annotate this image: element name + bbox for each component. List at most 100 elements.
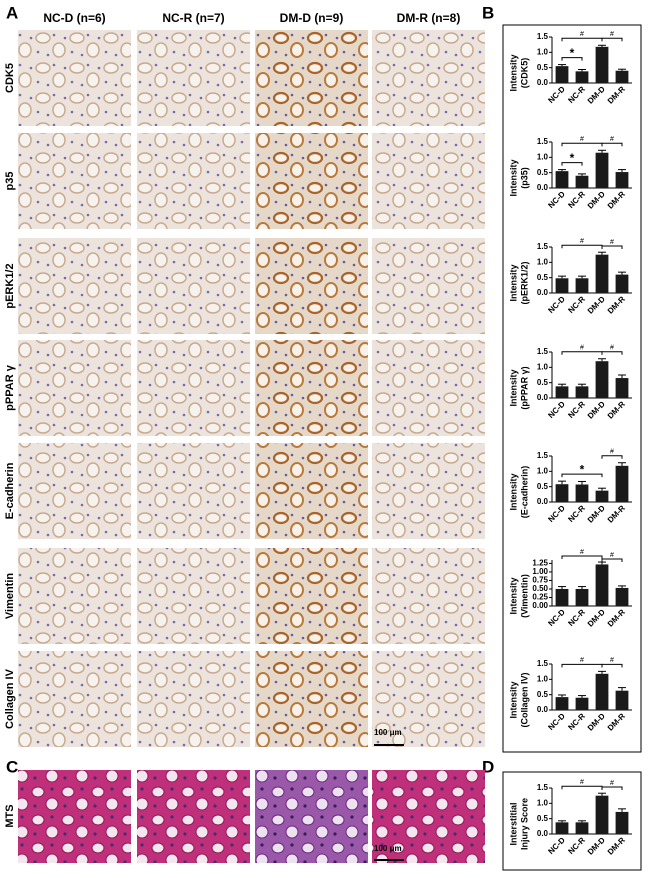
significance-mark: * [580, 462, 585, 476]
micrograph [255, 770, 368, 863]
micrograph [18, 30, 131, 126]
bar [575, 386, 589, 398]
x-tick-label: DM-D [586, 607, 607, 628]
x-tick-label: DM-D [586, 189, 607, 210]
bar [555, 697, 569, 710]
x-tick-label: DM-D [586, 835, 607, 856]
row-label: pPPAR γ [4, 364, 16, 411]
y-tick-label: 1.00 [532, 567, 548, 576]
x-tick-label: DM-R [606, 503, 627, 524]
micrograph [137, 133, 250, 229]
micrograph [18, 651, 131, 747]
y-tick-label: 0.5 [537, 63, 549, 72]
bar [615, 70, 629, 83]
y-tick-label: 1.5 [537, 783, 549, 792]
y-tick-label: 0.0 [537, 393, 549, 402]
y-tick-label: 0.75 [532, 576, 548, 585]
y-tick-label: 0.0 [537, 183, 549, 192]
x-tick-label: NC-R [566, 607, 587, 628]
micrograph [255, 340, 368, 436]
bar [575, 71, 589, 83]
y-tick-label: 0.0 [537, 497, 549, 506]
significance-mark: # [610, 657, 614, 664]
bar [575, 697, 589, 710]
x-tick-label: NC-D [546, 711, 567, 732]
x-tick-label: DM-R [606, 835, 627, 856]
column-header: NC-D (n=6) [43, 11, 105, 25]
significance-mark: # [610, 239, 614, 246]
column-header: DM-R (n=8) [397, 11, 461, 25]
bar [575, 822, 589, 834]
y-tick-label: 1.0 [537, 674, 549, 683]
panel-label: A [6, 3, 18, 22]
row-label: CDK5 [4, 63, 16, 93]
bar [555, 278, 569, 293]
significance-bracket [561, 555, 603, 559]
y-axis-label: Intensity [508, 577, 518, 614]
x-tick-label: NC-D [546, 835, 567, 856]
y-axis-label: (CDK5) [519, 58, 529, 89]
bar [595, 795, 609, 834]
y-axis-label: (Collagen IV) [519, 672, 529, 727]
micrograph [372, 340, 485, 436]
x-tick-label: NC-D [546, 503, 567, 524]
micrograph [372, 30, 485, 126]
panel-label: B [482, 3, 494, 22]
x-tick-label: DM-R [606, 607, 627, 628]
significance-mark: # [610, 345, 614, 352]
x-tick-label: NC-R [566, 399, 587, 420]
x-tick-label: DM-D [586, 503, 607, 524]
micrograph [372, 770, 485, 863]
panel-frame [502, 24, 642, 753]
x-tick-label: DM-R [606, 294, 627, 315]
x-tick-label: DM-D [586, 294, 607, 315]
y-tick-label: 0.0 [537, 78, 549, 87]
x-tick-label: NC-D [546, 607, 567, 628]
bar [595, 564, 609, 606]
x-tick-label: NC-D [546, 294, 567, 315]
bar [575, 175, 589, 188]
significance-mark: # [610, 552, 614, 559]
row-label: pERK1/2 [4, 263, 16, 308]
significance-mark: # [580, 779, 584, 786]
y-axis-label: Intensity [508, 369, 518, 406]
y-axis-label: Interstitial [508, 802, 518, 845]
significance-bracket [601, 663, 623, 668]
x-tick-label: NC-D [546, 399, 567, 420]
micrograph [372, 651, 485, 747]
significance-mark: # [580, 657, 584, 664]
significance-bracket [601, 245, 623, 249]
row-label: E-cadherin [4, 462, 16, 519]
bar [555, 484, 569, 502]
y-tick-label: 0.5 [537, 690, 549, 699]
micrograph [18, 548, 131, 644]
scale-bar-label: 100 μm [374, 844, 402, 853]
x-tick-label: NC-R [566, 294, 587, 315]
bar [615, 587, 629, 606]
x-tick-label: DM-D [586, 84, 607, 105]
significance-bracket [561, 57, 583, 61]
x-tick-label: NC-D [546, 189, 567, 210]
y-axis-label: Intensity [508, 473, 518, 510]
y-axis-label: Intensity [508, 54, 518, 91]
y-axis-label: (pPPAR γ) [519, 366, 529, 409]
bar [615, 274, 629, 293]
micrograph [255, 443, 368, 539]
micrograph [255, 548, 368, 644]
bar [575, 484, 589, 502]
y-tick-label: 1.5 [537, 32, 549, 41]
significance-mark: # [580, 136, 584, 143]
bar [595, 254, 609, 293]
y-axis-label: (Vimentin) [519, 574, 529, 618]
y-tick-label: 1.5 [537, 659, 549, 668]
significance-mark: # [580, 31, 584, 38]
micrograph [137, 443, 250, 539]
micrograph [137, 651, 250, 747]
x-tick-label: DM-R [606, 189, 627, 210]
micrograph [137, 30, 250, 126]
significance-mark: # [610, 136, 614, 143]
y-axis-label: Intensity [508, 681, 518, 718]
significance-bracket [561, 142, 603, 147]
bar [575, 278, 589, 293]
significance-bracket [561, 473, 603, 478]
